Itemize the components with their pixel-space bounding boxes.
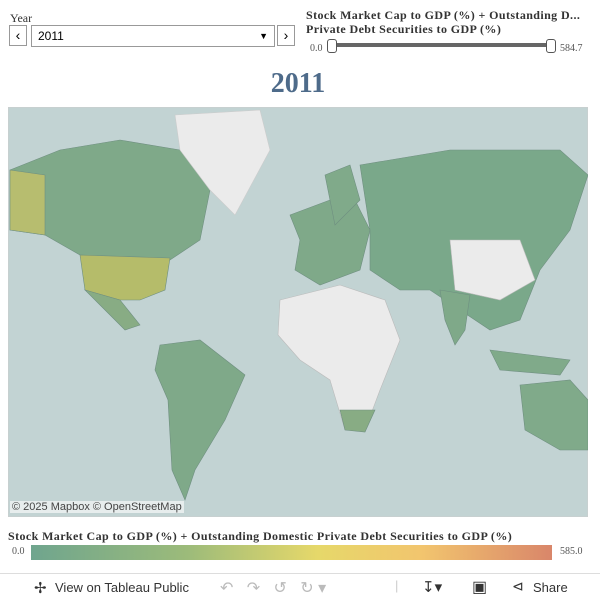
south-america [154,339,246,501]
legend-max: 585.0 [560,546,583,557]
fullscreen-icon[interactable]: ▣ [472,579,488,596]
china [449,239,536,301]
indonesia [489,349,571,376]
filter-label: Year [10,11,33,25]
slider-handle[interactable] [327,39,337,53]
tableau-icon: ✢ [34,580,47,597]
prev-button[interactable]: ‹ [9,25,27,46]
next-button[interactable]: › [277,25,295,46]
legend-gradient [31,545,552,560]
mexico [83,289,141,331]
alaska [9,169,46,236]
legend-title: Stock Market Cap to GDP (%) + Outstandin… [8,529,513,543]
toolbar: ✢ View on Tableau Public ↶ ↷ ↺ ↻ ▾ | ↧▾ … [0,573,600,601]
slider-max: 584.7 [560,43,583,54]
australia [519,379,588,451]
india [439,289,471,346]
attribution-item[interactable]: © 2025 Mapbox [12,501,90,513]
year-value: 2011 [38,29,64,43]
attribution: © 2025 Mapbox © OpenStreetMap [10,501,184,513]
south-africa [339,409,376,433]
divider: | [395,578,399,593]
greenland [174,109,271,216]
year-dropdown[interactable]: 2011 ▼ [31,25,275,47]
share-icon: ⊲ [512,578,524,594]
legend-min: 0.0 [12,546,25,557]
slider-min: 0.0 [310,43,323,54]
slider-title-line: Private Debt Securities to GDP (%) [306,22,502,36]
share-button[interactable]: Share [533,580,568,595]
slider-title: Stock Market Cap to GDP (%) + Outstandin… [306,8,580,36]
download-icon[interactable]: ↧▾ [422,579,443,596]
attribution-item[interactable]: © OpenStreetMap [92,501,182,513]
slider-track [332,43,551,47]
map [8,107,588,517]
slider-title-line: Stock Market Cap to GDP (%) + Outstandin… [306,8,581,22]
undo-icons: ↶ ↷ ↺ ↻ ▾ [220,580,327,597]
slider-handle[interactable] [546,39,556,53]
view-link[interactable]: View on Tableau Public [55,580,189,595]
scandinavia [324,164,361,226]
map-title: 2011 [270,68,326,99]
